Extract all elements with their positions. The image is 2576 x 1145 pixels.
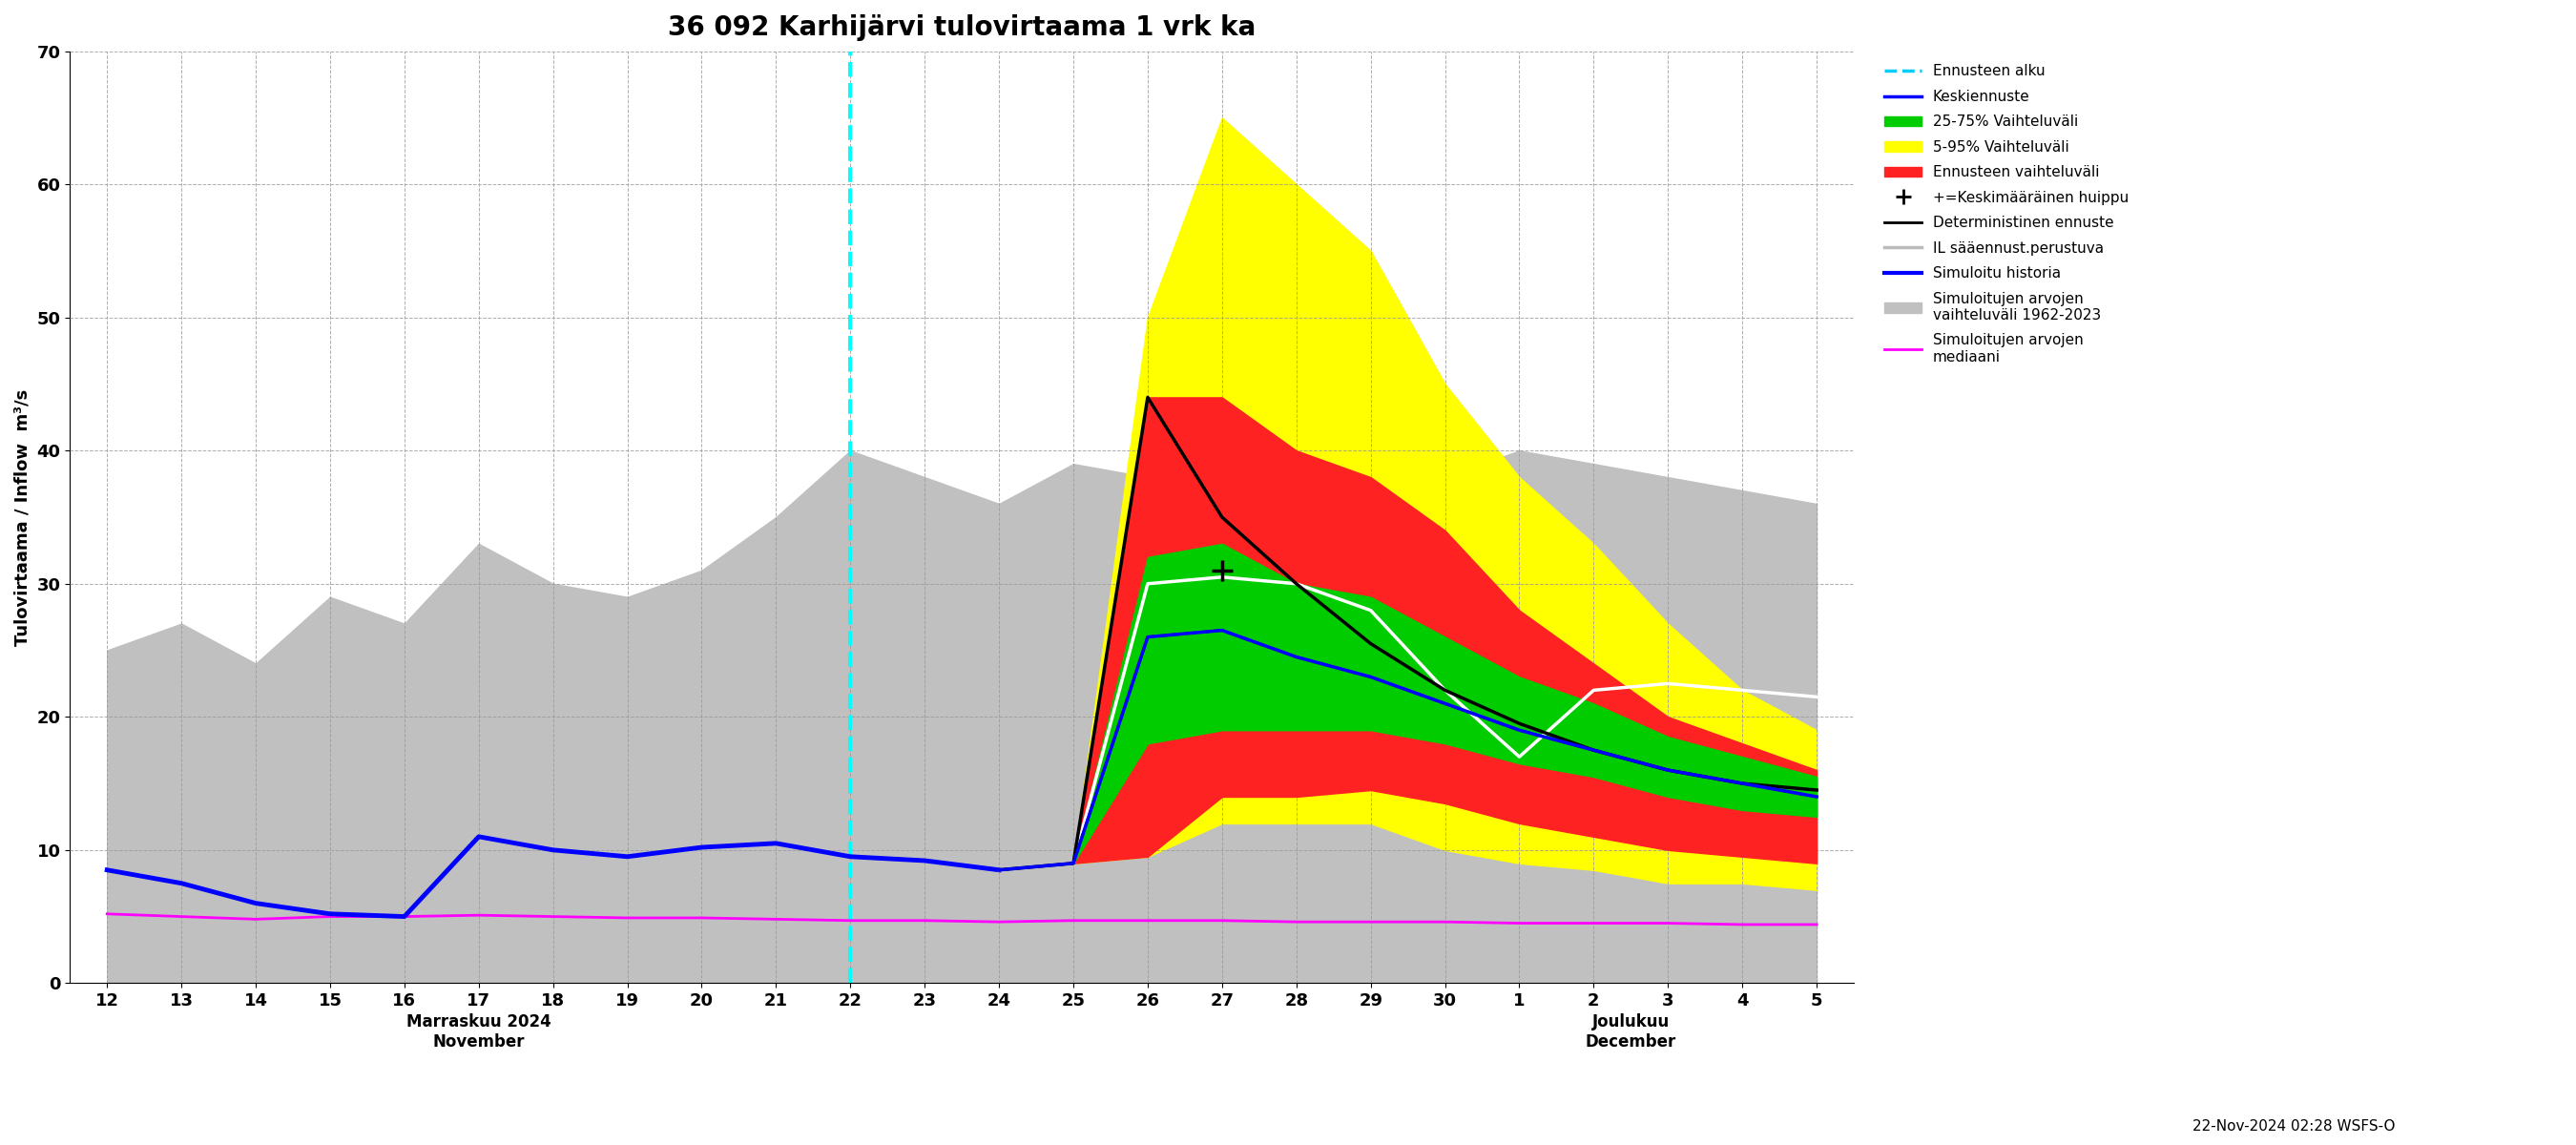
Title: 36 092 Karhijärvi tulovirtaama 1 vrk ka: 36 092 Karhijärvi tulovirtaama 1 vrk ka <box>667 14 1257 41</box>
Y-axis label: Tulovirtaama / Inflow  m³/s: Tulovirtaama / Inflow m³/s <box>15 388 31 646</box>
Text: Marraskuu 2024
November: Marraskuu 2024 November <box>407 1013 551 1051</box>
Text: 22-Nov-2024 02:28 WSFS-O: 22-Nov-2024 02:28 WSFS-O <box>2192 1120 2396 1134</box>
Text: Joulukuu
December: Joulukuu December <box>1584 1013 1677 1051</box>
Legend: Ennusteen alku, Keskiennuste, 25-75% Vaihteluväli, 5-95% Vaihteluväli, Ennusteen: Ennusteen alku, Keskiennuste, 25-75% Vai… <box>1878 58 2136 370</box>
